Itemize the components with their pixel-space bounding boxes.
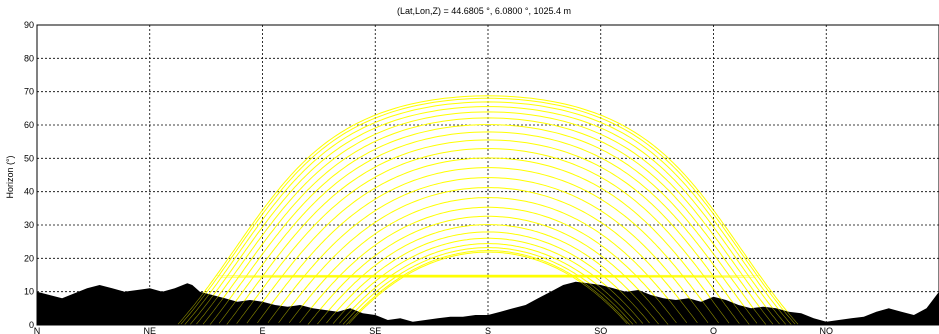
x-tick-label-1: NE: [143, 326, 156, 334]
sun-path-0: [176, 95, 800, 325]
sun-path-2: [183, 101, 793, 325]
x-tick-label-7: NO: [820, 326, 834, 334]
sun-path-15: [297, 206, 679, 325]
sun-path-below-horizon-23: [348, 275, 628, 325]
y-axis-label: Horizon (°): [5, 155, 15, 198]
y-tick-label-2: 20: [24, 253, 34, 263]
y-tick-labels: 0 10 20 30 40 50 60 70 80 90: [24, 20, 34, 330]
sun-path-9: [235, 148, 741, 325]
grid-lines: [37, 25, 939, 325]
sun-path-10: [244, 157, 732, 325]
sun-path-12: [265, 177, 711, 325]
x-tick-label-0: N: [34, 326, 41, 334]
sun-path-7: [217, 131, 759, 325]
y-tick-label-7: 70: [24, 87, 34, 97]
sun-path-1: [179, 97, 797, 325]
terrain-layer: [37, 274, 939, 325]
sun-path-11: [255, 167, 721, 325]
y-tick-label-0: 0: [29, 320, 34, 330]
sun-path-8: [225, 139, 751, 325]
y-tick-label-1: 10: [24, 287, 34, 297]
y-tick-label-9: 90: [24, 20, 34, 30]
chart-title: (Lat,Lon,Z) = 44.6805 °, 6.0800 °, 1025.…: [397, 6, 571, 16]
sun-path-below-horizon-4: [196, 276, 780, 325]
sun-path-below-horizon-18: [326, 276, 650, 324]
x-tick-label-2: E: [259, 326, 265, 334]
sun-path-14: [286, 197, 690, 325]
x-tick-label-3: SE: [369, 326, 381, 334]
x-tick-labels: N NE E SE S SO O NO: [34, 326, 833, 334]
y-tick-label-8: 80: [24, 53, 34, 63]
x-tick-label-4: S: [485, 326, 491, 334]
sun-path-below-horizon-20: [339, 274, 637, 324]
sun-path-below-horizon-15: [299, 276, 677, 323]
plot-frame: [36, 24, 939, 326]
sun-path-13: [276, 187, 700, 325]
sun-path-5: [201, 117, 775, 325]
sun-path-6: [209, 124, 767, 325]
sun-path-16: [306, 215, 670, 325]
y-tick-label-3: 30: [24, 220, 34, 230]
y-tick-label-5: 50: [24, 153, 34, 163]
sun-paths: [176, 95, 800, 325]
sun-path-3: [189, 106, 787, 325]
y-tick-label-4: 40: [24, 187, 34, 197]
x-tick-label-5: SO: [594, 326, 607, 334]
terrain-silhouette: [37, 281, 939, 325]
sun-path-4: [195, 111, 781, 325]
y-tick-label-6: 60: [24, 120, 34, 130]
x-tick-label-6: O: [710, 326, 717, 334]
